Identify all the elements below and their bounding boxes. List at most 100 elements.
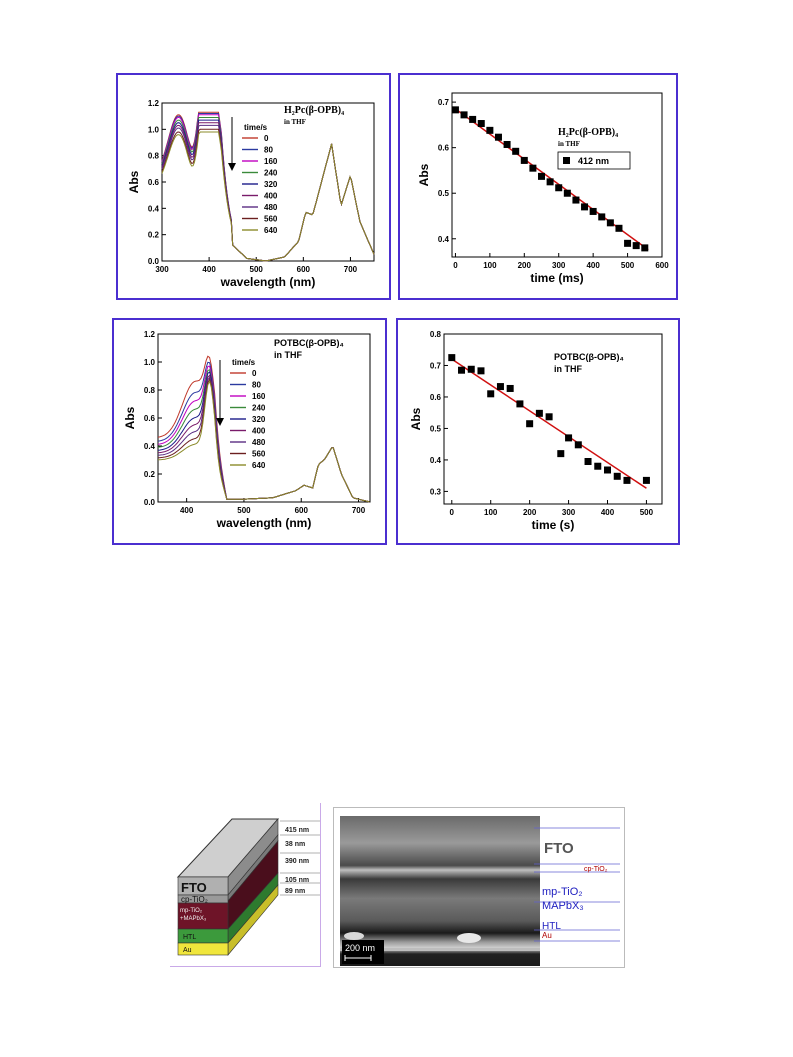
d-point-8 [526,420,534,428]
b-ytick-label-2: 0.6 [438,144,450,153]
b-solvent: in THF [558,140,580,148]
chart-b: 0 100 200 300 400 500 600 0.4 0.5 0.6 0.7 time (ms)… [417,92,669,285]
b-point-10 [538,172,546,180]
d-fit-line [451,358,647,489]
c-legend-label-4: 320 [252,415,266,424]
a-legend-label-6: 480 [264,203,278,212]
b-xlabel: time (ms) [530,271,583,285]
c-ytick-label-1: 0.2 [144,470,156,479]
b-point-8 [520,156,528,164]
a-ytick-label-4: 0.8 [148,152,160,161]
panel-c-uv-vis-potbc: 400 500 600 700 0.0 0.2 0.4 0.6 0.8 1.0 1.2 wavelen… [112,318,387,545]
b-point-4 [486,126,494,134]
a-legend-label-7: 560 [264,215,278,224]
d-point-9 [535,409,543,417]
b-xtick-label-4: 400 [586,261,600,270]
d-title: POTBC(β-OPB)₄ [554,352,624,362]
b-legend-box [557,151,631,170]
b-point-2 [469,115,477,123]
b-point-19 [615,224,623,232]
b-point-3 [477,120,485,128]
b-point-15 [581,203,589,211]
c-ytick-label-6: 1.2 [144,330,156,339]
b-point-6 [503,140,511,148]
a-ytick-label-3: 0.6 [148,178,160,187]
c-xtick-label-3: 700 [352,506,366,515]
b-point-11 [546,178,554,186]
a-xlabel: wavelength (nm) [220,275,316,289]
chart-d: 0 100 200 300 400 500 0.3 0.4 0.5 0.6 0.7 0.8 time (… [409,330,663,532]
thickness-au: 89 nm [285,888,305,895]
a-series-640 [161,131,375,262]
d-point-1 [458,366,466,374]
d-point-13 [574,441,582,449]
c-title: POTBC(β-OPB)₄ [274,338,344,348]
a-solvent: in THF [284,118,306,126]
d-point-14 [584,458,592,465]
sem-label-au: Au [542,931,552,940]
b-point-13 [563,189,571,197]
c-legend-label-8: 640 [252,461,266,470]
d-xtick-label-2: 200 [523,508,537,517]
d-ytick-label-1: 0.4 [430,456,442,465]
thickness-cp-tio2: 38 nm [285,841,305,848]
b-point-20 [624,239,632,247]
b-point-1 [460,111,468,119]
a-xtick-label-1: 400 [202,265,216,274]
chart-a: 300 400 500 600 700 0.0 0.2 0.4 0.6 0.8 1.0 1.2 wave… [127,99,375,289]
a-arrow-head [228,163,236,171]
a-legend-title: time/s [244,123,268,132]
d-point-4 [487,390,495,398]
d-ytick-label-3: 0.6 [430,393,442,402]
b-point-7 [512,147,520,155]
c-series-240 [157,369,370,503]
c-solvent: in THF [274,350,302,360]
sem-label-htl: HTL [542,921,561,932]
c-ytick-label-5: 1.0 [144,358,156,367]
b-point-12 [555,184,563,192]
thickness-mp-tio2: 390 nm [285,858,309,865]
d-xtick-label-1: 100 [484,508,498,517]
c-legend-label-5: 400 [252,427,266,436]
d-xtick-label-3: 300 [562,508,576,517]
d-ylabel: Abs [409,407,423,430]
a-legend-label-1: 80 [264,146,273,155]
a-xtick-label-3: 600 [297,265,311,274]
a-ytick-label-1: 0.2 [148,231,160,240]
c-ytick-label-4: 0.8 [144,386,156,395]
b-ytick-label-3: 0.7 [438,98,450,107]
a-xtick-label-0: 300 [155,265,169,274]
c-legend-label-0: 0 [252,369,257,378]
a-xtick-label-2: 500 [250,265,264,274]
b-point-0 [451,106,459,114]
b-xtick-label-0: 0 [453,261,458,270]
layer-label-mapbx3: +MAPbX₃ [180,916,207,922]
d-ytick-label-4: 0.7 [430,361,442,370]
a-legend-label-5: 400 [264,192,278,201]
layer-label-fto: FTO [181,880,207,895]
d-point-17 [613,472,621,480]
a-xtick-label-4: 700 [344,265,358,274]
sem-scale-bar-label: 200 nm [345,943,375,953]
chart-c: 400 500 600 700 0.0 0.2 0.4 0.6 0.8 1.0 1.2 wavelen… [123,330,371,530]
layer-stack-diagram: FTO cp-TiO₂ mp-TiO₂ +MAPbX₃ HTL Au 415 n… [176,818,320,956]
b-ytick-label-1: 0.5 [438,189,450,198]
sem-cross-section: FTO cp-TiO₂ mp-TiO₂ MAPbX₃ HTL Au 200 nm [333,807,625,968]
a-ytick-label-2: 0.4 [148,204,160,213]
d-xlabel: time (s) [532,518,575,532]
a-legend-label-4: 320 [264,180,278,189]
b-point-14 [572,196,580,204]
d-ytick-label-0: 0.3 [430,487,442,496]
device-layer-stack: FTO cp-TiO₂ mp-TiO₂ +MAPbX₃ HTL Au 415 n… [170,803,321,967]
c-legend-label-2: 160 [252,392,266,401]
a-ylabel: Abs [127,170,141,193]
sem-image: FTO cp-TiO₂ mp-TiO₂ MAPbX₃ HTL Au 200 nm [340,816,620,966]
c-ytick-label-0: 0.0 [144,498,156,507]
c-xlabel: wavelength (nm) [216,516,312,530]
d-point-15 [594,462,602,470]
d-point-18 [623,476,631,484]
d-xtick-label-4: 400 [601,508,615,517]
a-legend-label-8: 640 [264,226,278,235]
c-arrow-head [216,418,224,426]
thickness-fto: 415 nm [285,827,309,834]
